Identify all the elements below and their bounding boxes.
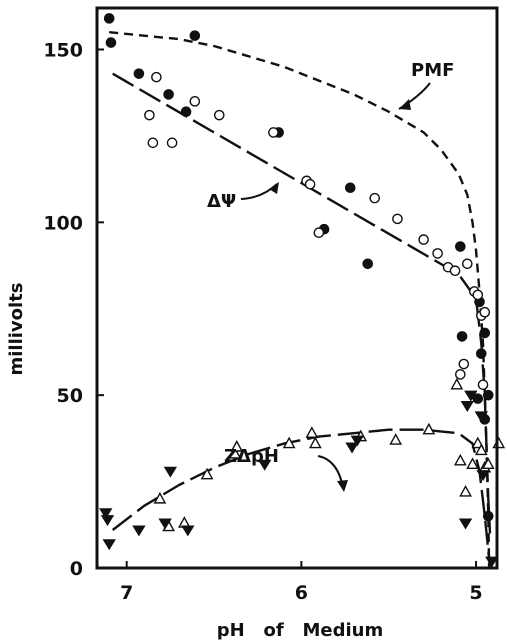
y-tick-label: 150 [43,39,83,61]
y-tick-label: 100 [43,212,83,234]
data-point-open-triangle [230,440,244,452]
data-point-filled-circle [180,106,192,118]
data-point-open-circle [477,379,489,391]
data-point-open-triangle [492,436,506,449]
data-point-open-triangle [474,443,488,456]
data-point-filled-circle [163,89,174,100]
data-point-filled-circle [456,331,468,342]
data-point-filled-circle [482,510,494,522]
data-point-filled-triangle-down [100,515,115,527]
data-point-open-triangle [282,436,296,449]
data-point-open-circle [313,227,325,238]
data-point-open-circle [462,258,473,270]
pmf-arrowhead [399,99,411,110]
curve-pmf [109,31,491,569]
data-point-open-circle [151,71,162,83]
data-point-open-circle [147,137,159,149]
data-point-filled-triangle-down [458,518,473,530]
tick-layer: 0 50 100 150 7 6 5 [43,39,482,604]
data-point-open-circle [304,178,316,190]
markers-layer [99,13,506,568]
data-point-filled-triangle-down [350,435,364,447]
data-point-open-circle [166,137,178,149]
data-point-open-triangle [481,457,495,469]
delta-psi-label: ΔΨ [207,191,236,212]
data-point-filled-circle [475,348,487,359]
data-point-filled-circle [455,241,466,252]
data-point-filled-triangle-down [464,390,478,402]
data-point-filled-circle [482,389,494,401]
data-point-open-circle [455,369,466,380]
y-tick-label: 0 [70,558,83,580]
x-tick-label: 5 [469,582,482,604]
data-point-filled-triangle-down [476,470,490,482]
data-point-open-circle [432,248,443,259]
data-point-filled-triangle-down [181,525,195,537]
data-point-filled-triangle-down [485,556,499,568]
data-point-open-triangle [466,457,479,469]
data-point-open-circle [418,234,429,245]
data-point-filled-triangle-down [102,539,116,551]
data-point-filled-triangle-down [474,411,488,423]
data-point-filled-circle [472,393,484,404]
data-point-filled-circle [344,182,356,194]
data-point-filled-triangle-down [460,401,474,412]
data-point-open-triangle [450,377,464,390]
data-point-filled-circle [133,68,145,79]
data-point-open-triangle [389,433,403,445]
x-axis-title: pH of Medium [217,620,384,641]
data-point-filled-triangle-down [132,525,146,537]
y-axis-title: millivolts [6,282,27,375]
data-point-open-circle [369,192,381,204]
data-point-open-triangle [153,491,167,504]
z-delta-ph-arrowhead [337,480,348,492]
data-point-open-circle [472,289,484,301]
curve-z-delta-ph [111,428,492,569]
pmf-label: PMF [411,60,454,81]
curves-layer [109,31,492,569]
data-point-open-circle [268,127,279,138]
data-point-filled-triangle-down [257,459,272,471]
data-point-open-triangle [228,446,242,459]
x-tick-label: 7 [120,582,133,604]
data-point-open-triangle [308,436,322,449]
x-tick-label: 6 [295,582,308,604]
data-point-filled-triangle-down [158,518,172,530]
y-tick-label: 50 [57,385,83,407]
data-point-filled-triangle-down [99,508,113,520]
data-point-filled-circle [362,258,374,270]
data-point-open-circle [189,96,201,107]
curve-delta-psi [112,72,492,534]
data-point-open-circle [479,306,491,318]
data-point-open-triangle [453,453,467,466]
z-delta-ph-label: ZΔpH [224,446,279,467]
data-point-filled-circle [479,327,491,339]
delta-psi-pointer-arrow [240,183,278,200]
data-point-open-circle [213,109,225,121]
data-point-open-triangle [459,484,472,497]
data-point-open-circle [458,358,470,370]
data-point-filled-circle [105,37,117,48]
data-point-open-triangle [305,426,319,438]
data-point-open-circle [144,109,155,121]
data-point-open-circle [392,213,403,225]
data-point-open-triangle [200,467,214,480]
data-point-filled-circle [103,13,115,24]
data-point-filled-circle [189,30,201,41]
data-point-filled-triangle-down [345,442,359,454]
plot-frame [95,6,499,570]
data-point-open-triangle [422,422,436,435]
delta-psi-arrowhead [269,182,279,194]
data-point-open-circle [449,265,461,277]
data-point-filled-triangle-down [163,466,178,478]
